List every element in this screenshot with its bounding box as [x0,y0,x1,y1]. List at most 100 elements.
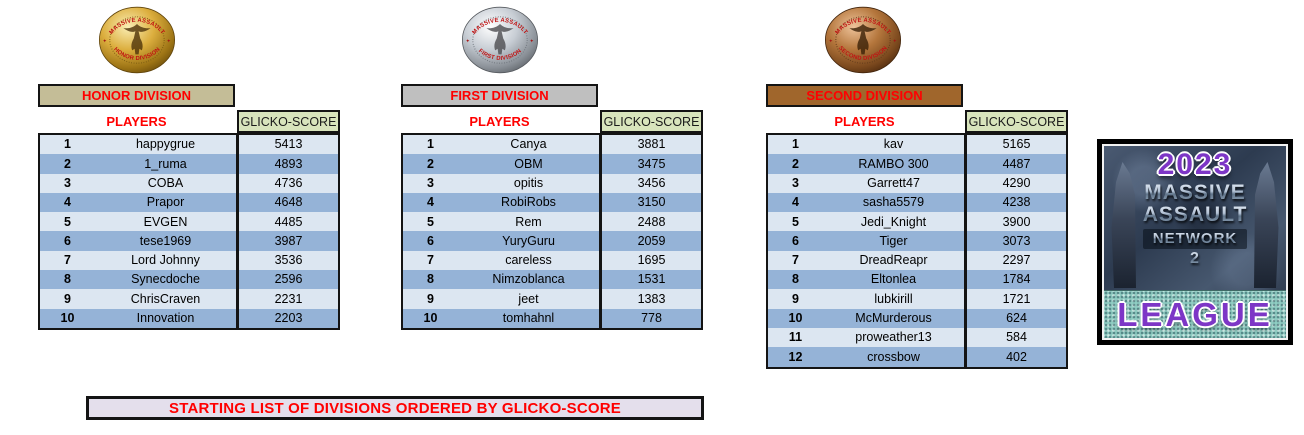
score-cell: 3536 [236,250,338,271]
score-cell: 1695 [599,250,701,271]
player-cell: lubkirill [874,291,913,306]
table-row: 11 proweather13 584 [768,327,1066,348]
player-cell: careless [505,253,552,268]
rank-cell: 9 [427,291,434,306]
medal-statue-silhouette [123,24,151,55]
medal-ornament-right: ✦ [530,38,534,44]
rank-cell: 6 [64,233,71,248]
player-cell: jeet [518,291,539,306]
logo-network-bar: NETWORK [1142,229,1248,249]
table-row: 10 McMurderous 624 [768,308,1066,328]
score-cell: 3900 [964,212,1066,232]
rank-cell: 1 [427,137,434,152]
table-row: 2 1_ruma 4893 [40,154,338,174]
score-cell: 624 [964,308,1066,328]
score-cell: 5413 [236,135,338,155]
table-row: 6 YuryGuru 2059 [403,231,701,251]
medal-ornament-right: ✦ [167,38,171,44]
rank-cell: 4 [427,195,434,210]
score-cell: 2203 [236,308,338,328]
table-row: 5 Jedi_Knight 3900 [768,212,1066,232]
score-cell: 4648 [236,192,338,213]
player-cell: Nimzoblanca [492,272,565,287]
players-column-header: PLAYERS [106,113,167,129]
silver-medal-first-division-icon: MASSIVE ASSAULT FIRST DIVISION ✦ ✦ [462,6,538,74]
division-title-label: HONOR DIVISION [81,88,192,103]
division-title-second: SECOND DIVISION [766,84,963,107]
player-cell: Synecdoche [131,272,200,287]
rank-cell: 8 [792,272,799,287]
rank-cell: 4 [792,195,799,210]
logo-title-assault: ASSAULT [1142,203,1248,226]
score-cell: 4736 [236,173,338,193]
honor-division-table: 1 happygrue 5413 2 1_ruma 4893 3 COBA 4736 4 Prapo… [38,133,340,330]
player-cell: sasha5579 [862,195,925,210]
player-cell: McMurderous [855,311,932,326]
glicko-score-column-header: GLICKO-SCORE [965,110,1068,133]
score-cell: 778 [599,308,701,328]
first-division-section: FIRST DIVISION PLAYERS GLICKO-SCORE 1 Can… [401,84,703,374]
rank-cell: 11 [788,330,803,345]
player-cell: Innovation [136,311,195,326]
division-title-label: FIRST DIVISION [450,88,549,103]
player-cell: YuryGuru [502,233,555,248]
player-cell: tese1969 [139,233,192,248]
logo-league-text: LEAGUE [1117,296,1273,333]
medal-ornament-left: ✦ [466,38,470,44]
division-title-honor: HONOR DIVISION [38,84,235,107]
rank-cell: 10 [60,311,75,326]
glicko-score-column-header: GLICKO-SCORE [600,110,703,133]
score-cell: 3073 [964,231,1066,251]
table-row: 6 Tiger 3073 [768,231,1066,251]
score-cell: 4290 [964,173,1066,193]
score-cell: 5165 [964,135,1066,155]
logo-number-2: 2 [1190,250,1200,267]
table-row: 4 Prapor 4648 [40,192,338,213]
table-row: 9 jeet 1383 [403,289,701,309]
score-cell: 1721 [964,289,1066,309]
score-cell: 402 [964,347,1066,367]
table-row: 7 Lord Johnny 3536 [40,250,338,271]
table-row: 2 OBM 3475 [403,154,701,174]
score-cell: 1784 [964,270,1066,290]
score-cell: 2297 [964,250,1066,271]
honor-division-section: HONOR DIVISION PLAYERS GLICKO-SCORE 1 hap… [38,84,340,374]
table-row: 1 kav 5165 [768,135,1066,155]
score-cell: 4487 [964,154,1066,174]
rank-cell: 2 [64,156,71,171]
rank-cell: 9 [64,291,71,306]
table-row: 4 RobiRobs 3150 [403,192,701,213]
medal-statue-silhouette [486,24,514,55]
player-cell: EVGEN [143,214,188,229]
player-cell: 1_ruma [144,156,187,171]
rank-cell: 5 [427,214,434,229]
score-cell: 4485 [236,212,338,232]
player-cell: RobiRobs [501,195,556,210]
player-cell: Rem [515,214,542,229]
medal-ornament-right: ✦ [893,38,897,44]
table-row: 1 Canya 3881 [403,135,701,155]
player-cell: Prapor [146,195,185,210]
second-division-table: 1 kav 5165 2 RAMBO 300 4487 3 Garrett47 4290 4 sas… [766,133,1068,369]
players-column-header: PLAYERS [834,113,895,129]
table-row: 9 lubkirill 1721 [768,289,1066,309]
table-row: 8 Eltonlea 1784 [768,270,1066,290]
rank-cell: 3 [64,175,71,190]
score-cell: 3987 [236,231,338,251]
player-cell: tomhahnl [502,311,555,326]
division-title-first: FIRST DIVISION [401,84,598,107]
player-cell: RAMBO 300 [858,156,929,171]
rank-cell: 1 [792,137,799,152]
player-cell: Garrett47 [867,175,920,190]
logo-title-network: NETWORK [1152,230,1238,247]
rank-cell: 4 [64,195,71,210]
table-row: 3 COBA 4736 [40,173,338,193]
score-cell: 3150 [599,192,701,213]
rank-cell: 5 [64,214,71,229]
player-cell: COBA [147,175,184,190]
table-row: 7 careless 1695 [403,250,701,271]
score-cell: 2231 [236,289,338,309]
rank-cell: 8 [64,272,71,287]
score-cell: 2596 [236,270,338,290]
table-row: 7 DreadReapr 2297 [768,250,1066,271]
